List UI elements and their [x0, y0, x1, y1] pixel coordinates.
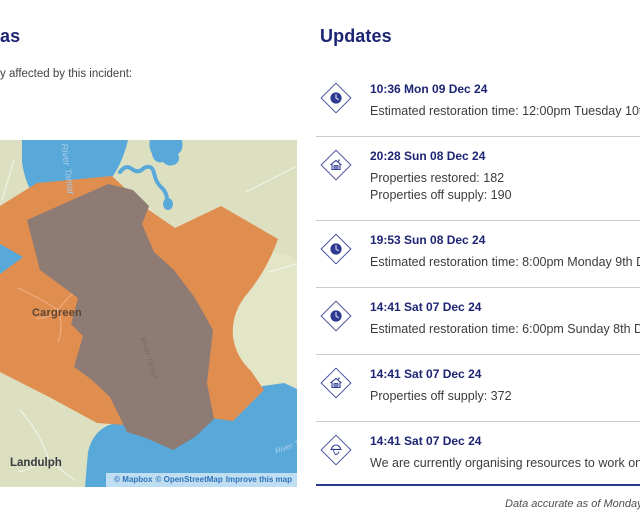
update-entry: 14:41 Sat 07 Dec 24 Estimated restoratio… — [316, 288, 640, 355]
updates-heading: Updates — [320, 26, 392, 46]
update-timestamp: 10:36 Mon 09 Dec 24 — [370, 82, 488, 96]
map-road-lines-cargreen — [17, 277, 105, 343]
map-label-landulph: Landulph — [10, 457, 62, 469]
update-entry: 20:28 Sun 08 Dec 24 Properties restored:… — [316, 137, 640, 221]
update-text: Estimated restoration time: 12:00pm Tues… — [370, 104, 640, 118]
data-accuracy-note: Data accurate as of Monday 9th D — [505, 498, 640, 510]
map-road-lines-landulph — [17, 409, 76, 481]
update-text: Estimated restoration time: 8:00pm Monda… — [370, 255, 640, 269]
map-water-creek-tail — [163, 198, 173, 210]
affected-areas-subtext: y affected by this incident: — [0, 68, 133, 80]
update-entry: 19:53 Sun 08 Dec 24 Estimated restoratio… — [316, 221, 640, 288]
update-timestamp: 14:41 Sat 07 Dec 24 — [370, 434, 482, 448]
update-timestamp: 20:28 Sun 08 Dec 24 — [370, 149, 486, 163]
update-timestamp: 19:53 Sun 08 Dec 24 — [370, 233, 486, 247]
house-icon — [318, 147, 354, 183]
affected-areas-heading: as — [0, 26, 21, 46]
map-label-cargreen: Cargreen — [32, 307, 82, 319]
update-text: Properties restored: 182 — [370, 171, 505, 185]
update-timestamp: 14:41 Sat 07 Dec 24 — [370, 367, 482, 381]
improve-map-link[interactable]: Improve this map — [225, 475, 292, 484]
incident-map[interactable]: River Tamar River Tamar River T Cargreen… — [0, 140, 297, 487]
clock-icon — [318, 231, 354, 267]
update-entry: 14:41 Sat 07 Dec 24 We are currently org… — [316, 422, 640, 484]
map-road-lines — [1, 159, 297, 273]
map-water-creek-pond — [149, 140, 183, 166]
map-canvas: River Tamar River Tamar River T Cargreen… — [0, 140, 297, 487]
update-entry: 14:41 Sat 07 Dec 24 Properties off suppl… — [316, 355, 640, 422]
map-water-inlet — [0, 244, 23, 274]
house-icon — [318, 365, 354, 401]
clock-icon — [318, 80, 354, 116]
update-text: We are currently organising resources to… — [370, 456, 640, 470]
update-text: Properties off supply: 190 — [370, 188, 512, 202]
map-affected-area-grey — [27, 184, 214, 450]
update-timestamp: 14:41 Sat 07 Dec 24 — [370, 300, 482, 314]
mapbox-attribution-link[interactable]: © Mapbox — [114, 475, 153, 484]
clock-icon — [318, 298, 354, 334]
update-entry: 10:36 Mon 09 Dec 24 Estimated restoratio… — [316, 70, 640, 137]
map-attribution: © Mapbox © OpenStreetMap Improve this map — [106, 473, 297, 487]
update-text: Estimated restoration time: 6:00pm Sunda… — [370, 322, 640, 336]
osm-attribution-link[interactable]: © OpenStreetMap — [155, 475, 223, 484]
update-text: Properties off supply: 372 — [370, 389, 512, 403]
updates-list[interactable]: 10:36 Mon 09 Dec 24 Estimated restoratio… — [316, 70, 640, 486]
map-water-creek-channel — [118, 164, 169, 202]
engineer-icon — [318, 432, 354, 468]
